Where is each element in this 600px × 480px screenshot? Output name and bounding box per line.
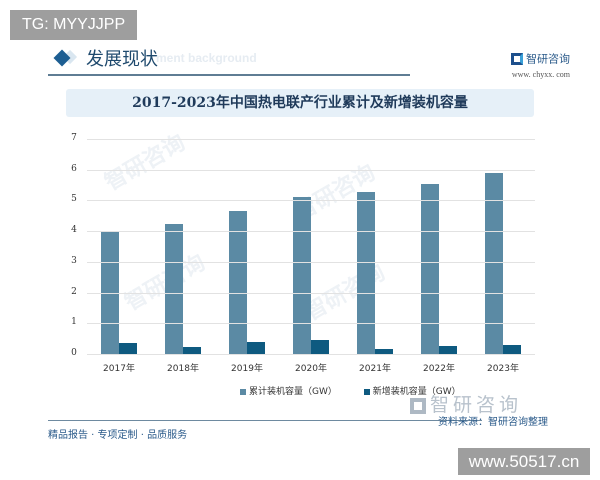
brand-name: 智研咨询 bbox=[526, 52, 570, 66]
section-header: 发展现状 ment background 智研咨询 www. chyxx. co… bbox=[48, 44, 570, 86]
grid-line bbox=[87, 169, 535, 171]
grid-line bbox=[87, 200, 535, 202]
x-tick-label: 2022年 bbox=[423, 364, 455, 374]
legend-item-cumulative: 累计装机容量（GW） bbox=[240, 384, 337, 397]
y-tick-label: 0 bbox=[71, 348, 77, 358]
x-tick-label: 2020年 bbox=[295, 364, 327, 374]
grid-line bbox=[87, 139, 535, 140]
x-tick-label: 2021年 bbox=[359, 364, 391, 374]
y-tick-label: 5 bbox=[71, 194, 77, 205]
footer-tagline: 精品报告 · 专项定制 · 品质服务 bbox=[48, 430, 188, 441]
plot-area bbox=[87, 139, 535, 354]
x-tick-label: 2018年 bbox=[167, 364, 199, 374]
chart-title: 2017-2023年中国热电联产行业累计及新增装机容量 bbox=[66, 89, 534, 117]
bar-new bbox=[439, 346, 457, 354]
legend-item-new: 新增装机容量（GW） bbox=[363, 384, 461, 397]
legend: 累计装机容量（GW） 新增装机容量（GW） bbox=[240, 384, 485, 397]
y-tick-label: 7 bbox=[71, 133, 77, 143]
grid-line bbox=[87, 231, 535, 233]
y-tick-label: 6 bbox=[71, 163, 77, 174]
brand-logo-icon bbox=[410, 397, 426, 414]
y-tick-label: 2 bbox=[71, 286, 77, 297]
bar-cumulative bbox=[357, 192, 375, 354]
bar-cumulative bbox=[293, 197, 311, 354]
tg-badge: TG: MYYJJPP bbox=[10, 10, 138, 40]
grid-line bbox=[87, 292, 535, 294]
grid-line bbox=[87, 354, 535, 355]
section-divider bbox=[48, 74, 410, 76]
bar-new bbox=[247, 341, 265, 354]
bar-new bbox=[119, 342, 137, 354]
x-tick-label: 2019年 bbox=[231, 364, 263, 374]
section-subtitle: ment background bbox=[156, 51, 257, 65]
bar-new bbox=[311, 340, 329, 354]
bar-chart: 智研咨询 智研咨询 智研咨询 智研咨询 累计装机容量（GW） 新增装机容量（GW… bbox=[60, 125, 540, 405]
brand-logo-icon bbox=[511, 52, 523, 65]
grid-line bbox=[87, 323, 535, 325]
section-title: 发展现状 bbox=[86, 49, 158, 70]
grid-line bbox=[87, 261, 535, 263]
legend-swatch-cumulative bbox=[240, 388, 246, 395]
bar-new bbox=[183, 346, 201, 354]
y-tick-label: 3 bbox=[71, 255, 77, 266]
legend-swatch-new bbox=[363, 388, 370, 395]
footer-brand-watermark: 智研咨询 bbox=[410, 390, 522, 417]
data-source: 资料来源：智研咨询整理 bbox=[438, 417, 548, 428]
bar-cumulative bbox=[421, 183, 439, 354]
bar-new bbox=[375, 348, 393, 354]
footer-divider bbox=[48, 420, 482, 421]
y-tick-label: 4 bbox=[71, 225, 77, 236]
bar-cumulative bbox=[165, 224, 183, 354]
x-tick-label: 2017年 bbox=[103, 364, 135, 374]
bar-new bbox=[503, 344, 521, 354]
x-tick-label: 2023年 bbox=[487, 364, 519, 374]
y-tick-label: 1 bbox=[71, 317, 77, 328]
bar-cumulative bbox=[229, 211, 247, 354]
bar-cumulative bbox=[485, 173, 503, 354]
site-badge: www.50517.cn bbox=[458, 448, 590, 475]
brand-url: www. chyxx. com bbox=[511, 70, 570, 79]
brand-block: 智研咨询 www. chyxx. com bbox=[490, 48, 570, 79]
